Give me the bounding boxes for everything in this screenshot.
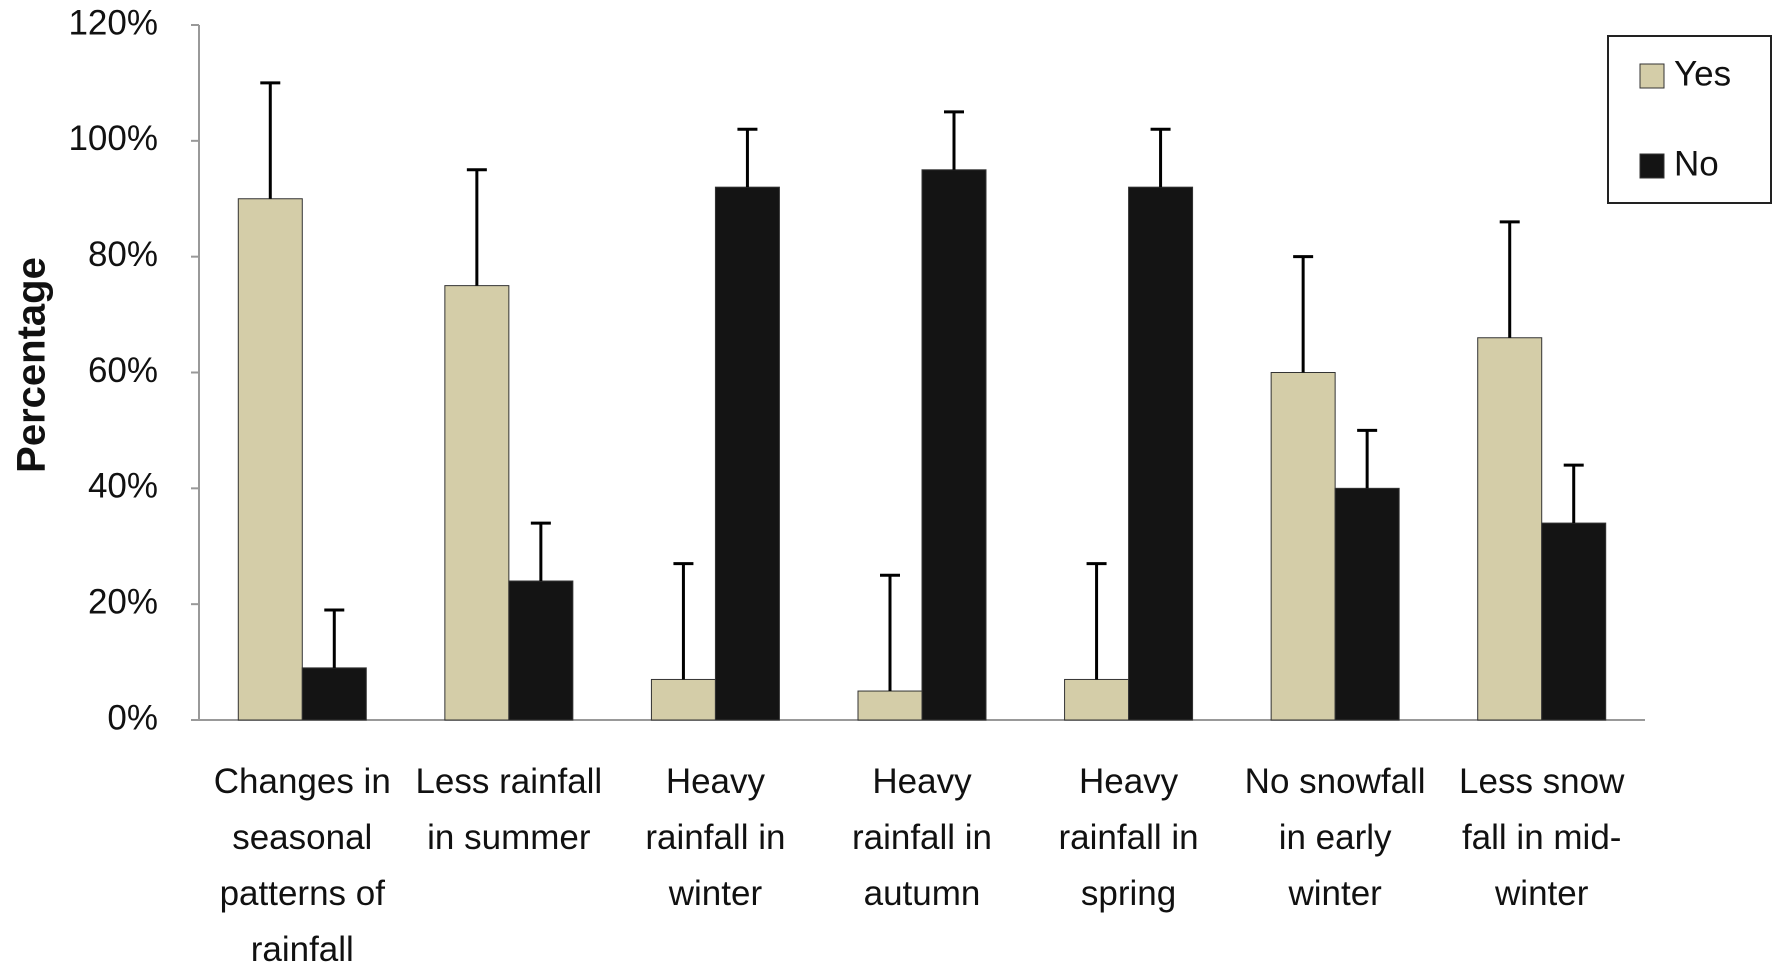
bar — [444, 285, 510, 721]
bar — [1477, 337, 1543, 721]
bar — [1128, 186, 1194, 721]
bar — [1334, 487, 1400, 721]
x-tick-label: Heavy rainfall in spring — [1058, 762, 1199, 913]
y-tick-label: 80% — [88, 235, 158, 274]
y-tick-label: 120% — [68, 3, 158, 42]
legend-label: No — [1674, 144, 1719, 183]
bar — [301, 667, 367, 721]
x-tick-label: Less rainfall in summer — [415, 762, 603, 857]
legend-label: Yes — [1674, 54, 1731, 93]
legend-swatch — [1639, 153, 1665, 179]
x-tick-label: Heavy rainfall in winter — [645, 762, 786, 913]
bar — [1064, 678, 1130, 721]
x-tick-label: Changes in seasonal patterns of rainfall — [213, 762, 391, 967]
legend-box — [1607, 35, 1772, 204]
y-axis-title: Percentage — [10, 257, 54, 473]
bar — [237, 198, 303, 721]
x-tick-label: No snowfall in early winter — [1244, 762, 1426, 913]
bar — [1270, 372, 1336, 721]
x-tick-label: Heavy rainfall in autumn — [851, 762, 993, 913]
x-tick-label: Less snow fall in mid-winter — [1459, 762, 1625, 913]
y-tick-label: 0% — [107, 698, 158, 737]
bar — [857, 690, 923, 721]
bar — [508, 580, 574, 721]
bar — [1541, 522, 1607, 721]
y-tick-label: 40% — [88, 467, 158, 506]
y-tick-label: 60% — [88, 351, 158, 390]
bar — [650, 678, 716, 721]
y-tick-label: 100% — [68, 119, 158, 158]
y-tick-label: 20% — [88, 582, 158, 621]
legend-swatch — [1639, 63, 1665, 89]
bar — [714, 186, 780, 721]
bar — [921, 169, 987, 721]
